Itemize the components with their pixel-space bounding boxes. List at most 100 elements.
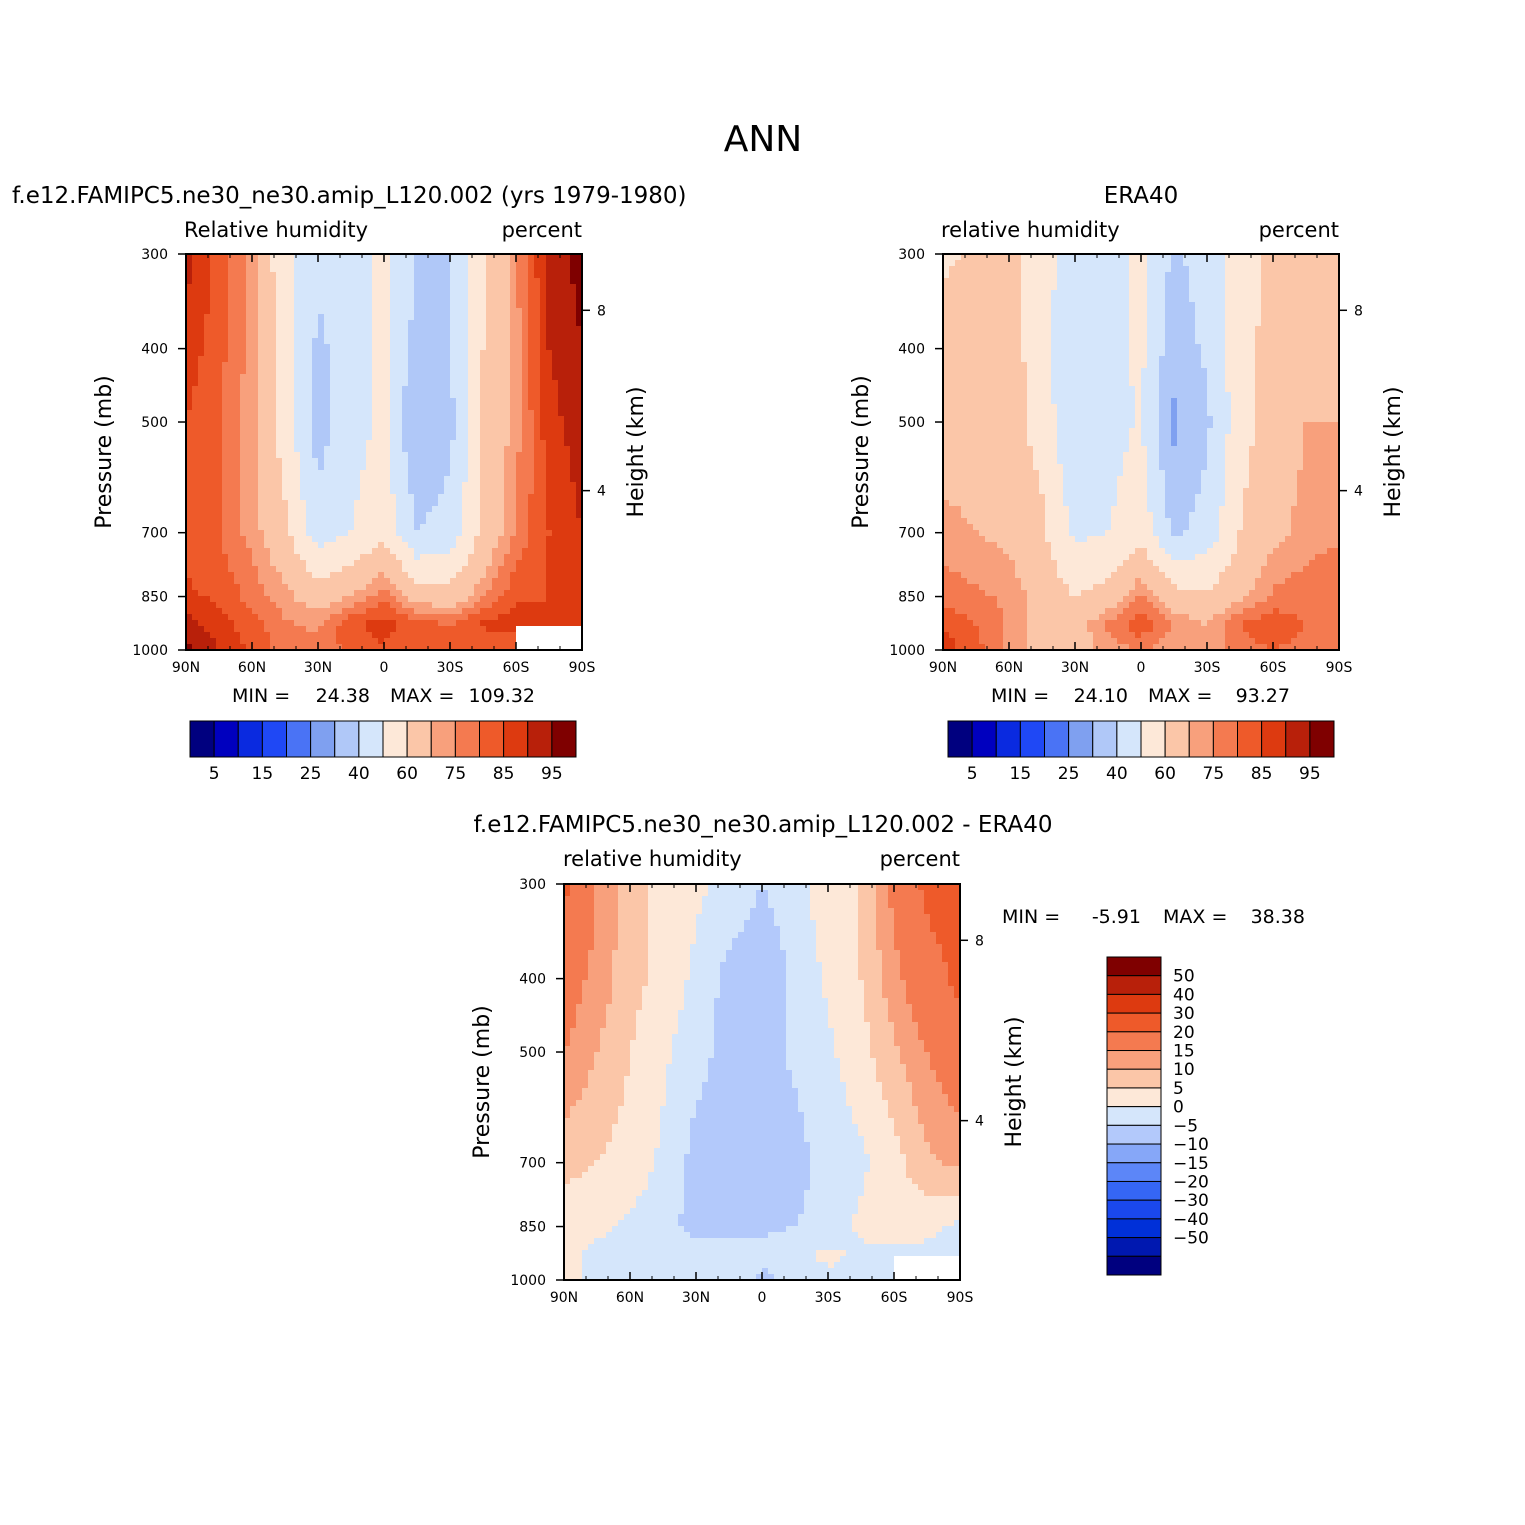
x-tick-label: 90N	[172, 660, 200, 676]
y2-tick-label: 8	[597, 303, 606, 319]
y-tick-label: 500	[519, 1045, 546, 1061]
colorbar-label: 40	[1173, 985, 1195, 1005]
panel-obs-colorbar: 5 15 25 40 60 75 85 95	[947, 720, 1335, 784]
colorbar-box	[430, 720, 456, 758]
colorbar-label: 5	[967, 764, 978, 784]
x-tick-label: 30N	[682, 1290, 710, 1306]
colorbar-label: −40	[1173, 1210, 1209, 1230]
panel-diff-max-value: 38.38	[1251, 906, 1305, 928]
colorbar-box	[1261, 720, 1287, 758]
x-tick-label: 60N	[238, 660, 266, 676]
panel-obs-right-label: percent	[1259, 218, 1339, 242]
colorbar-label: 50	[1173, 967, 1195, 987]
colorbar-box	[1106, 1012, 1162, 1033]
y2-tick-label: 8	[975, 933, 984, 949]
colorbar-box	[1068, 720, 1094, 758]
colorbar-box	[1106, 1124, 1162, 1145]
colorbar-box	[1285, 720, 1311, 758]
x-tick-label: 0	[380, 660, 389, 676]
colorbar-label: 5	[209, 764, 220, 784]
panel-obs-stats: MIN = 24.10 MAX = 93.27	[991, 685, 1290, 707]
y-tick-label: 400	[519, 972, 546, 988]
panel-obs-plot-area: 90N 60N 30N 0 30S 60S 90S 300 400 500 700 850 1000 8 4	[889, 247, 1363, 676]
y-tick-label: 300	[141, 247, 168, 263]
colorbar-box	[1140, 720, 1166, 758]
y2-tick-label: 4	[597, 484, 606, 500]
colorbar-label: 15	[1010, 764, 1032, 784]
x-tick-label: 90S	[569, 660, 596, 676]
contour-fill	[943, 254, 1340, 651]
x-tick-label: 90S	[947, 1290, 974, 1306]
panel-model-max-label: MAX =	[390, 685, 454, 707]
colorbar-label: 30	[1173, 1004, 1195, 1024]
x-tick-label: 0	[1137, 660, 1146, 676]
y-tick-label: 700	[898, 526, 925, 542]
colorbar-label: 15	[252, 764, 274, 784]
y-tick-label: 700	[141, 526, 168, 542]
panel-model: f.e12.FAMIPC5.ne30_ne30.amip_L120.002 (y…	[12, 183, 687, 784]
colorbar-box	[1106, 1143, 1162, 1164]
x-tick-label: 90N	[550, 1290, 578, 1306]
y-tick-label: 300	[898, 247, 925, 263]
panel-diff-ylabel: Pressure (mb)	[470, 1005, 495, 1159]
panel-diff-stats: MIN = -5.91 MAX = 38.38	[1002, 906, 1305, 928]
panel-model-left-label: Relative humidity	[184, 218, 368, 242]
x-tick-label: 30N	[1061, 660, 1089, 676]
colorbar-box	[1106, 1180, 1162, 1201]
panel-diff-right-label: percent	[880, 847, 960, 871]
contour-fill	[186, 254, 583, 651]
y-tick-label: 850	[898, 590, 925, 606]
x-tick-label: 30S	[815, 1290, 842, 1306]
colorbar-label: 40	[1106, 764, 1128, 784]
panel-model-right-label: percent	[502, 218, 582, 242]
x-tick-label: 60S	[1260, 660, 1287, 676]
panel-model-y2label: Height (km)	[624, 386, 649, 517]
y-tick-label: 500	[141, 415, 168, 431]
colorbar-box	[1106, 1237, 1162, 1257]
panel-obs-min-value: 24.10	[1074, 685, 1128, 707]
colorbar-box	[479, 720, 505, 758]
colorbar-box	[261, 720, 287, 758]
x-tick-label: 0	[758, 1290, 767, 1306]
x-tick-label: 90N	[929, 660, 957, 676]
colorbar-box	[503, 720, 529, 758]
colorbar-label: 75	[1203, 764, 1225, 784]
colorbar-box	[1106, 1218, 1162, 1239]
colorbar-box	[454, 720, 480, 758]
colorbar-box	[1106, 956, 1162, 977]
colorbar-label: −30	[1173, 1191, 1209, 1211]
x-tick-label: 60N	[995, 660, 1023, 676]
y-tick-label: 850	[141, 590, 168, 606]
panel-obs-max-value: 93.27	[1236, 685, 1290, 707]
panel-model-ylabel: Pressure (mb)	[92, 375, 117, 529]
panel-diff-left-label: relative humidity	[563, 847, 742, 871]
colorbar-label: 15	[1173, 1042, 1195, 1062]
colorbar-box	[382, 720, 408, 758]
colorbar-label: 95	[541, 764, 563, 784]
colorbar-box	[358, 720, 384, 758]
colorbar-box	[551, 720, 577, 758]
y2-tick-label: 4	[1354, 484, 1363, 500]
panel-model-title: f.e12.FAMIPC5.ne30_ne30.amip_L120.002 (y…	[12, 183, 687, 209]
colorbar-box	[995, 720, 1021, 758]
colorbar-label: 40	[348, 764, 370, 784]
y-tick-label: 1000	[132, 643, 168, 659]
panel-diff-title: f.e12.FAMIPC5.ne30_ne30.amip_L120.002 - …	[473, 812, 1052, 838]
colorbar-box	[1188, 720, 1214, 758]
panel-diff-y2label: Height (km)	[1002, 1016, 1027, 1147]
y-tick-label: 300	[519, 877, 546, 893]
colorbar-label: 95	[1299, 764, 1321, 784]
panel-obs-y2label: Height (km)	[1381, 386, 1406, 517]
colorbar-box	[286, 720, 312, 758]
colorbar-label: 60	[1154, 764, 1176, 784]
panel-diff-min-value: -5.91	[1092, 906, 1141, 928]
y-tick-label: 850	[519, 1220, 546, 1236]
colorbar-label: 0	[1173, 1098, 1184, 1118]
colorbar-box	[1212, 720, 1238, 758]
colorbar-box	[1044, 720, 1070, 758]
panel-obs-title: ERA40	[1104, 183, 1179, 209]
y-tick-label: 500	[898, 415, 925, 431]
colorbar-label: 25	[300, 764, 322, 784]
colorbar-box	[1106, 1050, 1162, 1070]
